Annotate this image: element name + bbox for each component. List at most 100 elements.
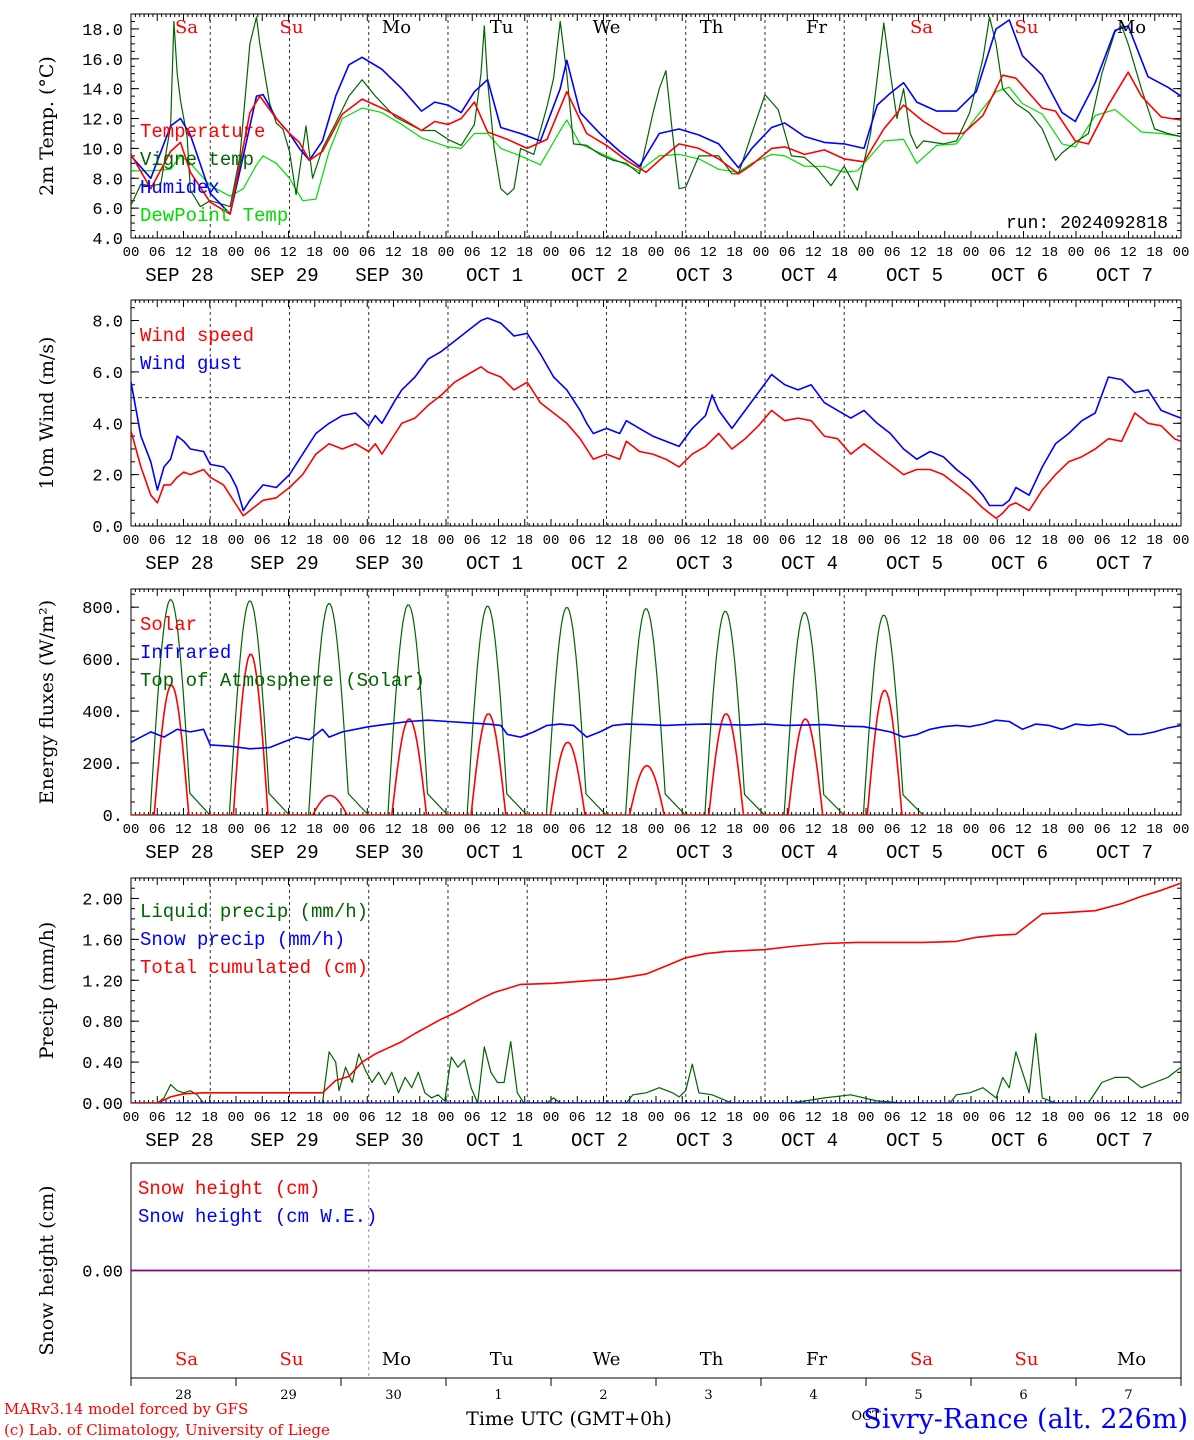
hour-label: 00 (963, 1110, 980, 1126)
series-line-solar (131, 653, 924, 815)
date-label: OCT 3 (676, 553, 733, 575)
hour-label: 00 (123, 822, 140, 838)
y-tick-label: 400. (82, 704, 123, 723)
legend-entry: Solar (140, 614, 197, 636)
hour-label: 06 (359, 533, 376, 549)
hour-label: 12 (595, 533, 612, 549)
hour-label: 18 (936, 822, 953, 838)
hour-label: 00 (1173, 1110, 1190, 1126)
hour-label: 12 (910, 822, 927, 838)
hour-label: 12 (805, 533, 822, 549)
panel-3: 00 06 12 18 00 06 12 18 00 06 12 18 00 06 12 18 00 06 12 18… (36, 588, 1190, 864)
day-number: 6 (1019, 1388, 1027, 1403)
hour-label: 00 (648, 1110, 665, 1126)
date-label: OCT 5 (886, 265, 943, 287)
hour-label: 06 (1094, 822, 1111, 838)
hour-label: 00 (648, 245, 665, 261)
hour-label: 00 (1068, 1110, 1085, 1126)
y-tick-label: 0.00 (82, 1096, 123, 1115)
hour-label: 00 (963, 533, 980, 549)
date-label: OCT 2 (571, 553, 628, 575)
y-axis-label: Snow height (cm) (36, 1185, 58, 1355)
hour-label: 18 (1041, 822, 1058, 838)
panel-2: 00 06 12 18 00 06 12 18 00 06 12 18 00 06 12 18 00 06 12 18… (36, 299, 1190, 575)
station-title: Sivry-Rance (alt. 226m) (863, 1404, 1188, 1435)
legend-entry: Snow height (cm) (138, 1178, 320, 1200)
y-tick-label: 12.0 (82, 112, 123, 131)
hour-label: 06 (989, 533, 1006, 549)
hour-label: 06 (989, 1110, 1006, 1126)
weekday-label: Mo (1117, 1349, 1146, 1370)
hour-label: 18 (726, 822, 743, 838)
series-line-vigne-temp (131, 16, 1181, 208)
hour-label: 18 (201, 1110, 218, 1126)
hour-label: 12 (280, 1110, 297, 1126)
hour-label: 06 (464, 245, 481, 261)
hour-label: 00 (753, 1110, 770, 1126)
date-label: OCT 5 (886, 1130, 943, 1152)
hour-label: 06 (674, 1110, 691, 1126)
hour-label: 18 (831, 245, 848, 261)
hour-label: 18 (936, 533, 953, 549)
series-line-humidex (131, 19, 1181, 215)
bottom-axis: 28 29 30 1 2 3 4 5 6 7 OCT (130, 1378, 1182, 1424)
run-label: run: 2024092818 (1006, 214, 1168, 234)
hour-label: 18 (306, 245, 323, 261)
series-line-wind-gust (131, 317, 1181, 512)
hour-label: 06 (989, 245, 1006, 261)
hour-label: 00 (1173, 822, 1190, 838)
y-tick-label: 8.0 (92, 314, 123, 333)
hour-label: 18 (726, 533, 743, 549)
hour-label: 18 (1041, 245, 1058, 261)
hour-label: 12 (175, 1110, 192, 1126)
day-number: 30 (385, 1388, 402, 1403)
date-label: SEP 29 (250, 1130, 318, 1152)
hour-label: 18 (411, 245, 428, 261)
legend-entry: Infrared (140, 642, 231, 664)
series-line-total-cumulated-cm (131, 882, 1181, 1103)
hour-label: 00 (333, 533, 350, 549)
hour-label: 12 (910, 1110, 927, 1126)
weekday-label: Su (280, 1349, 304, 1370)
hour-label: 00 (858, 822, 875, 838)
series-line-infrared (131, 719, 1181, 750)
hour-label: 18 (411, 822, 428, 838)
hour-label: 00 (753, 533, 770, 549)
hour-label: 00 (228, 1110, 245, 1126)
panel-4: 00 06 12 18 00 06 12 18 00 06 12 18 00 06 12 18 00 06 12 18… (36, 877, 1190, 1152)
copyright: (c) Lab. of Climatology, University of L… (4, 1421, 330, 1439)
hour-label: 12 (805, 822, 822, 838)
hour-label: 12 (700, 822, 717, 838)
hour-label: 00 (858, 533, 875, 549)
hour-label: 12 (910, 533, 927, 549)
legend-entry: Wind gust (140, 353, 243, 375)
date-label: OCT 1 (466, 265, 523, 287)
y-axis-label: Energy fluxes (W/m²) (36, 600, 58, 804)
date-label: OCT 1 (466, 842, 523, 864)
hour-label: 12 (490, 245, 507, 261)
hour-label: 06 (569, 533, 586, 549)
legend-entry: Humidex (140, 177, 220, 199)
hour-label: 12 (1015, 245, 1032, 261)
y-tick-label: 4.0 (92, 416, 123, 435)
hour-label: 00 (333, 822, 350, 838)
x-axis-title: Time UTC (GMT+0h) (466, 1408, 672, 1430)
y-tick-label: 0.40 (82, 1055, 123, 1074)
y-tick-label: 1.60 (82, 932, 123, 951)
date-label: OCT 7 (1096, 265, 1153, 287)
hour-label: 00 (1173, 245, 1190, 261)
hour-label: 00 (438, 245, 455, 261)
hour-label: 00 (1173, 533, 1190, 549)
y-tick-label: 0.00 (82, 1264, 123, 1283)
weekday-label: Sa (910, 1349, 933, 1370)
date-label: OCT 5 (886, 842, 943, 864)
month-label: OCT (851, 1409, 881, 1424)
hour-label: 18 (621, 822, 638, 838)
hour-label: 12 (1015, 1110, 1032, 1126)
y-tick-label: 8.0 (92, 171, 123, 190)
date-label: OCT 3 (676, 842, 733, 864)
hour-label: 18 (306, 1110, 323, 1126)
series-line-top-of-atmosphere-solar (131, 599, 924, 815)
date-label: SEP 30 (355, 842, 423, 864)
